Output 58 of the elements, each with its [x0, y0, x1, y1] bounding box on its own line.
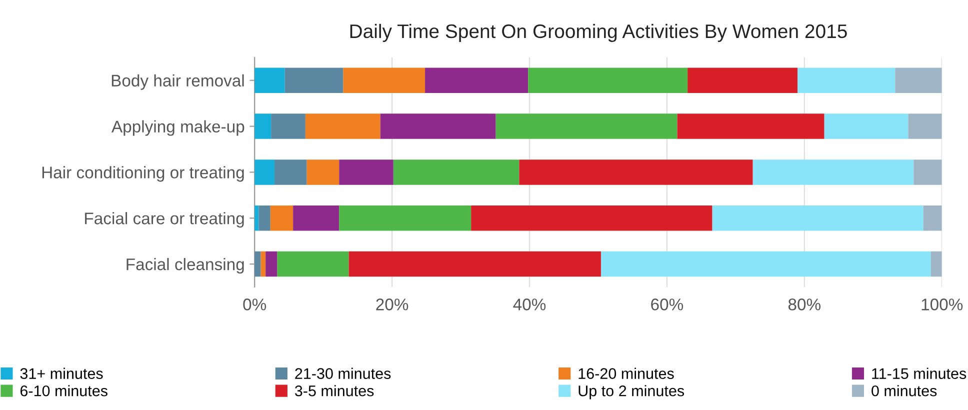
bar [908, 114, 942, 139]
bar [293, 205, 340, 231]
bar [677, 114, 824, 139]
bar [258, 205, 270, 231]
bar [277, 251, 349, 277]
bar [425, 68, 528, 93]
y-tick-label: Facial cleansing [126, 258, 244, 274]
bar [712, 205, 924, 231]
x-tick-label: 60% [651, 298, 684, 310]
legend-label: 11-15 minutes [872, 368, 966, 379]
legend-label: 16-20 minutes [578, 368, 674, 379]
x-tick-label: 80% [788, 298, 820, 310]
x-tick-label: 40% [513, 298, 546, 310]
bar [271, 114, 306, 139]
legend-label: Up to 2 minutes [578, 385, 684, 400]
bar [306, 160, 340, 185]
bar [824, 114, 908, 139]
bar [930, 251, 942, 277]
bar [260, 251, 266, 277]
bar [798, 68, 896, 93]
bar [600, 251, 931, 277]
bar [305, 114, 380, 139]
bar [343, 68, 426, 93]
legend-label: 3-5 minutes [294, 385, 374, 396]
chart-title: Daily Time Spent On Grooming Activities By Women 2015 [350, 24, 847, 42]
x-tick-label: 100% [922, 298, 963, 310]
bar [348, 251, 601, 277]
y-tick-label: Facial care or treating [85, 212, 244, 228]
y-tick-label: Applying make-up [111, 120, 244, 136]
y-tick-label: Body hair removal [112, 74, 244, 90]
legend-label: 31+ minutes [20, 368, 103, 379]
bar [752, 160, 914, 185]
bar [496, 114, 678, 139]
bar [254, 160, 275, 185]
bar [339, 160, 394, 185]
bar [266, 251, 278, 277]
legend-label: 0 minutes [872, 385, 937, 396]
bar [393, 160, 520, 185]
bar [519, 160, 753, 185]
bar [339, 205, 472, 231]
bar [254, 251, 261, 277]
bar [284, 68, 344, 93]
x-tick-label: 20% [376, 298, 408, 310]
bar [528, 68, 688, 93]
legend-label: 6-10 minutes [20, 385, 108, 396]
bar [274, 160, 307, 185]
bar [923, 205, 942, 231]
bar [914, 160, 942, 185]
bar [688, 68, 798, 93]
legend-label: 21-30 minutes [295, 368, 391, 379]
y-tick-label: Hair conditioning or treating [42, 166, 244, 182]
bar [254, 68, 285, 93]
x-tick-label: 0% [243, 298, 266, 310]
bar [380, 114, 496, 139]
bar [471, 205, 712, 231]
bar [254, 114, 272, 139]
bar [895, 68, 942, 93]
bar [270, 205, 294, 231]
